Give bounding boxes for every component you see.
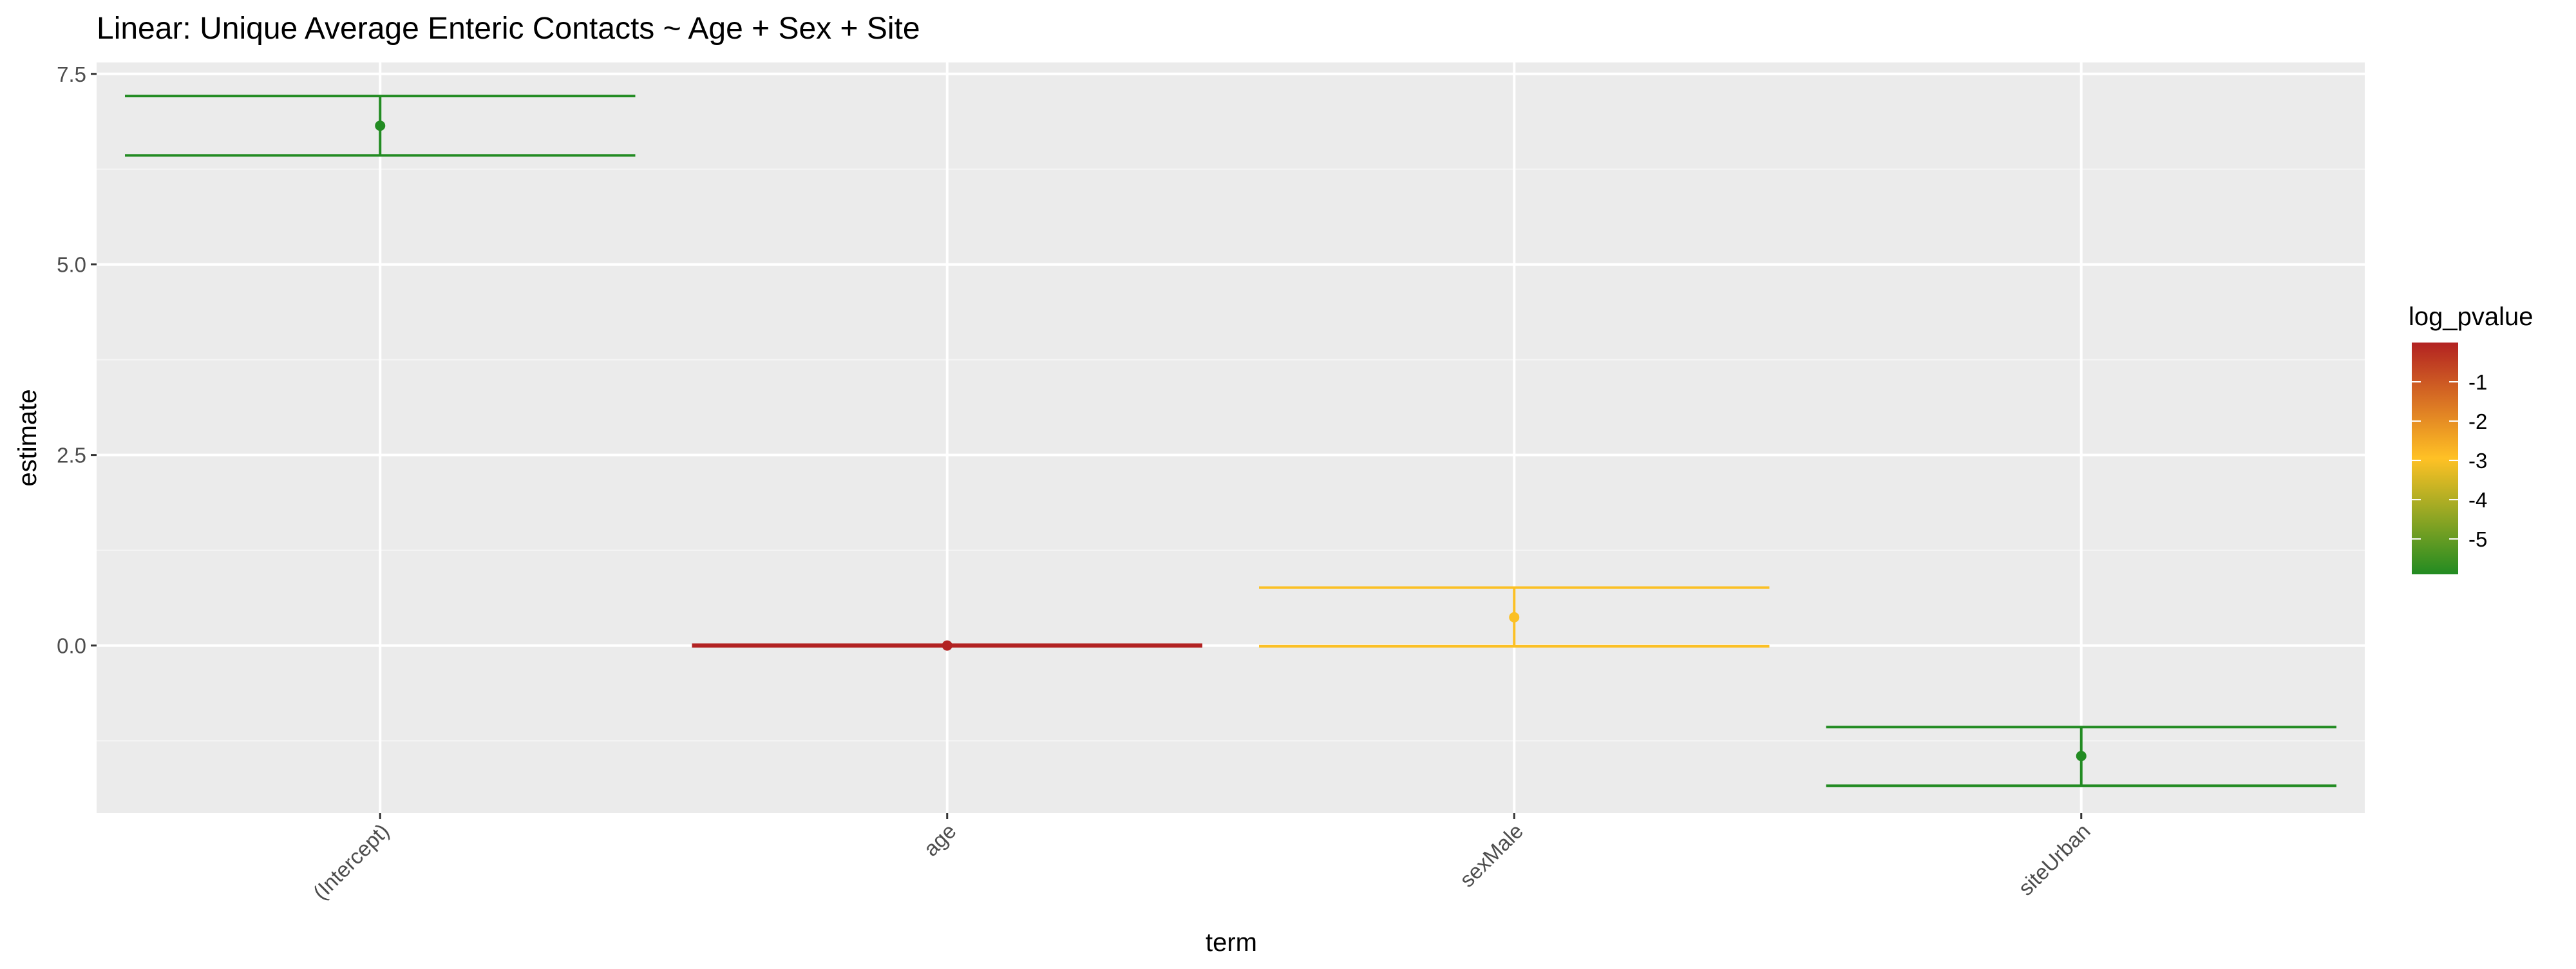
y-axis: 0.0 2.5 5.0 7.5 bbox=[57, 62, 97, 658]
legend-colorbar bbox=[2412, 343, 2458, 574]
legend-label: -2 bbox=[2468, 409, 2487, 433]
y-tick-label: 0.0 bbox=[57, 634, 86, 658]
errorbar-siteurban bbox=[1826, 726, 2336, 787]
x-tick-label: age bbox=[919, 819, 961, 861]
y-tick-label: 5.0 bbox=[57, 253, 86, 277]
plot-panel bbox=[97, 62, 2365, 813]
errorbar-age bbox=[692, 640, 1202, 651]
errorbar-intercept bbox=[125, 95, 636, 157]
y-tick-label: 7.5 bbox=[57, 62, 86, 86]
legend: log_pvalue -1 -2 -3 -4 -5 bbox=[2409, 303, 2533, 574]
x-axis: (Intercept) age sexMale siteUrban bbox=[308, 813, 2095, 904]
y-axis-title: estimate bbox=[14, 389, 42, 486]
point-estimate bbox=[2076, 751, 2087, 762]
point-estimate bbox=[375, 120, 386, 131]
x-tick-label: siteUrban bbox=[2014, 819, 2095, 900]
x-tick-label: (Intercept) bbox=[308, 819, 394, 905]
legend-label: -5 bbox=[2468, 527, 2487, 551]
legend-label: -1 bbox=[2468, 370, 2487, 394]
grid-lines bbox=[97, 62, 2365, 813]
x-axis-title: term bbox=[1206, 928, 1257, 957]
data-marks bbox=[125, 95, 2336, 787]
chart-title: Linear: Unique Average Enteric Contacts … bbox=[97, 12, 920, 46]
legend-title: log_pvalue bbox=[2409, 303, 2533, 331]
point-estimate bbox=[942, 640, 952, 651]
legend-label: -4 bbox=[2468, 488, 2487, 512]
errorbar-sexmale bbox=[1259, 586, 1770, 648]
x-tick-label: sexMale bbox=[1455, 819, 1528, 892]
legend-label: -3 bbox=[2468, 449, 2487, 473]
y-tick-label: 2.5 bbox=[57, 444, 86, 467]
point-estimate bbox=[1509, 612, 1520, 623]
